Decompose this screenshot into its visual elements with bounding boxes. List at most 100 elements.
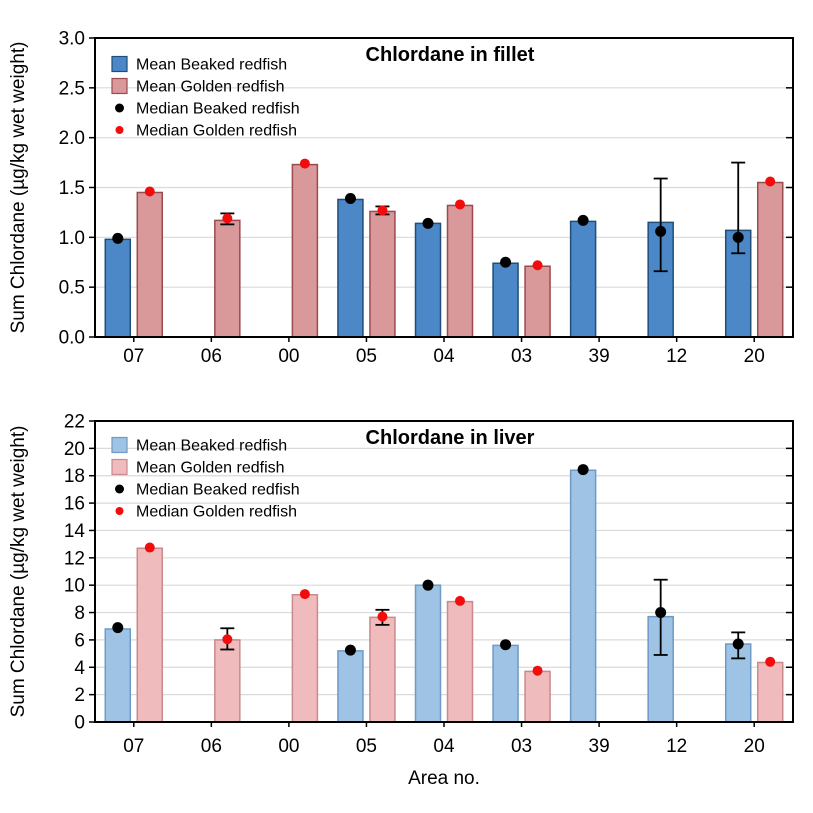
bar-beaked-39	[569, 469, 597, 723]
x-tick-label: 39	[589, 736, 610, 757]
y-tick-label: 8	[74, 603, 85, 624]
bar-golden-00	[291, 594, 319, 723]
x-tick-label: 20	[744, 736, 765, 757]
legend-swatch-golden	[111, 458, 128, 476]
median-dot-golden-05	[377, 205, 388, 216]
y-tick-label: 16	[64, 494, 85, 515]
median-dot-beaked-03	[500, 256, 512, 268]
x-tick-label: 39	[589, 346, 610, 367]
y-tick-label: 2	[74, 685, 85, 706]
bar-golden-20	[756, 181, 784, 338]
legend-dot-golden	[115, 507, 124, 515]
median-dot-golden-06	[222, 213, 233, 224]
median-dot-beaked-20	[732, 638, 744, 650]
x-tick-label: 04	[433, 736, 455, 757]
y-tick-label: 2.5	[59, 78, 85, 99]
y-tick-label: 6	[74, 630, 85, 651]
bar-golden-04	[446, 600, 474, 723]
median-dot-golden-07	[144, 186, 155, 197]
x-tick-label: 07	[123, 736, 144, 757]
bar-beaked-05	[337, 198, 364, 338]
legend-dot-beaked	[115, 103, 124, 113]
fillet-chart: 0.0 0.5 1.0 1.5 2.0 2.5 3.0 07 06 00 05 04 03 39 12 20 C…	[8, 29, 794, 367]
x-tick-label: 06	[201, 736, 222, 757]
median-dot-beaked-39	[577, 214, 589, 226]
bar-beaked-04	[414, 222, 442, 338]
x-tick-label: 03	[511, 346, 532, 367]
median-dot-golden-03	[532, 260, 543, 271]
y-tick-label: 10	[64, 576, 85, 597]
y-tick-label: 4	[74, 658, 85, 679]
y-tick-label: 18	[64, 466, 85, 487]
y-tick-label: 12	[64, 548, 85, 569]
median-dot-beaked-04	[422, 579, 434, 591]
bar-golden-20	[756, 661, 784, 723]
median-dot-golden-20	[765, 176, 776, 187]
bar-golden-05	[369, 616, 396, 723]
legend-dot-golden	[115, 126, 124, 134]
bar-beaked-05	[337, 650, 364, 723]
y-tick-label: 1.0	[59, 228, 85, 249]
legend-label: Mean Beaked redfish	[136, 57, 287, 74]
median-dot-beaked-12	[655, 607, 667, 619]
median-dot-golden-00	[299, 158, 310, 169]
median-dot-golden-03	[532, 665, 543, 676]
y-tick-label: 0.5	[59, 278, 85, 299]
legend-dot-beaked	[115, 484, 124, 494]
legend-label: Median Beaked redfish	[136, 482, 300, 499]
x-tick-label: 12	[666, 346, 687, 367]
legend-swatch-golden	[111, 77, 128, 95]
bar-golden-03	[524, 670, 551, 723]
median-dot-beaked-05	[344, 644, 356, 656]
x-tick-label: 12	[666, 736, 687, 757]
bar-golden-03	[524, 265, 551, 338]
y-tick-label: 0	[74, 713, 85, 734]
y-axis-label: Sum Chlordane (µg/kg wet weight)	[8, 426, 29, 718]
x-tick-label: 04	[433, 346, 455, 367]
legend-swatch-beaked	[111, 436, 128, 454]
x-axis-label: Area no.	[408, 768, 480, 789]
bar-beaked-03	[492, 262, 519, 338]
median-dot-golden-04	[455, 595, 465, 606]
y-tick-label: 14	[64, 521, 86, 542]
bar-golden-06	[214, 639, 241, 723]
y-tick-label: 1.5	[59, 178, 85, 199]
median-dot-beaked-39	[577, 464, 589, 476]
y-tick-label: 22	[64, 412, 85, 433]
legend-label: Mean Golden redfish	[136, 79, 285, 96]
bar-beaked-04	[414, 584, 442, 723]
y-tick-label: 0.0	[59, 328, 85, 349]
bar-beaked-07	[104, 628, 132, 723]
x-tick-label: 20	[744, 346, 765, 367]
median-dot-golden-07	[144, 542, 155, 553]
median-dot-beaked-20	[732, 231, 744, 243]
legend-swatch-beaked	[111, 55, 128, 73]
median-dot-beaked-12	[655, 225, 667, 237]
bar-golden-07	[136, 547, 164, 723]
median-dot-golden-05	[377, 611, 388, 622]
median-dot-golden-00	[299, 589, 310, 600]
median-dot-beaked-05	[344, 192, 356, 204]
x-tick-label: 07	[123, 346, 144, 367]
x-tick-label: 03	[511, 736, 532, 757]
x-tick-label: 06	[201, 346, 222, 367]
bar-golden-06	[214, 219, 241, 338]
median-dot-beaked-04	[422, 217, 434, 229]
bar-beaked-07	[104, 238, 132, 338]
bar-beaked-03	[492, 644, 519, 723]
legend-label: Median Golden redfish	[136, 504, 297, 521]
y-tick-label: 20	[64, 439, 85, 460]
median-dot-golden-20	[765, 656, 776, 667]
x-tick-label: 05	[356, 736, 377, 757]
y-tick-label: 2.0	[59, 128, 85, 149]
x-tick-label: 00	[278, 346, 299, 367]
bar-golden-04	[446, 204, 474, 338]
median-dot-beaked-07	[112, 232, 124, 244]
median-dot-golden-04	[455, 199, 465, 210]
y-axis-label: Sum Chlordane (µg/kg wet weight)	[8, 42, 29, 334]
x-tick-label: 05	[356, 346, 377, 367]
chart-title: Chlordane in fillet	[366, 44, 535, 66]
bar-beaked-39	[569, 220, 597, 338]
bar-golden-00	[291, 163, 319, 338]
